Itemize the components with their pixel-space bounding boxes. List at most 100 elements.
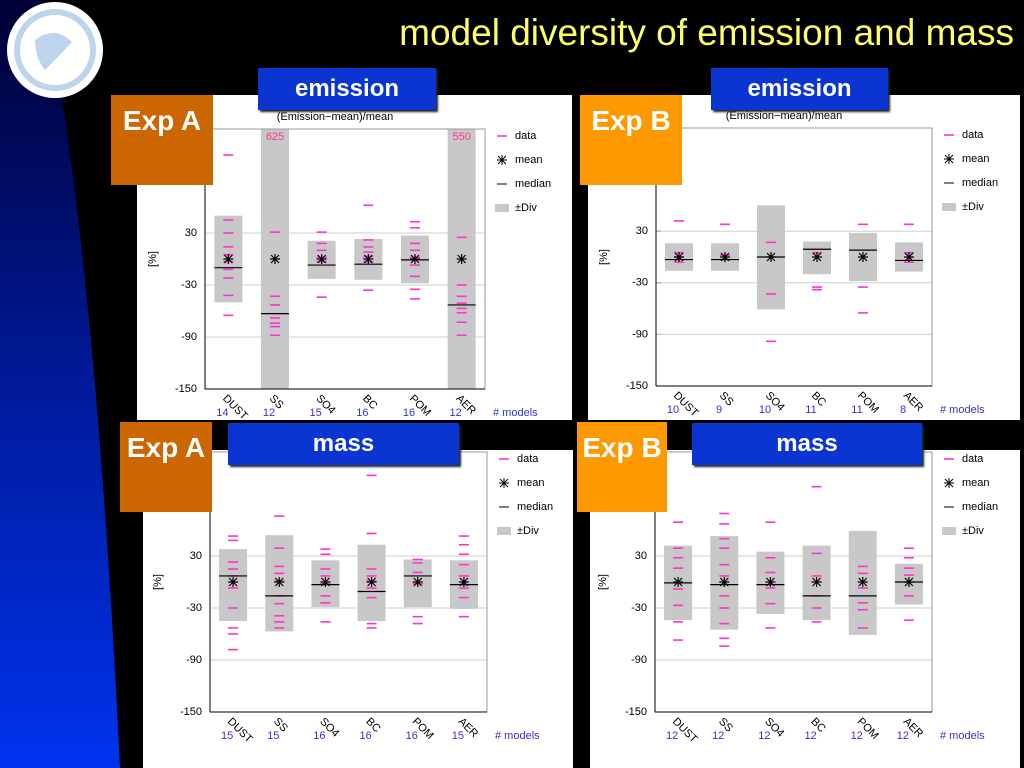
legend-label: data (517, 453, 539, 465)
clipped-value: 625 (266, 131, 284, 143)
legend-label: data (962, 129, 984, 141)
legend-label: ±Div (515, 202, 537, 214)
experiment-label: Exp A (111, 95, 213, 185)
model-count: 14 (216, 407, 228, 419)
y-tick-label: -90 (181, 331, 197, 343)
model-count: 8 (900, 404, 906, 416)
mean-marker (673, 577, 684, 587)
model-count: 12 (666, 730, 678, 742)
model-count: 16 (406, 730, 418, 742)
y-tick-label: -30 (186, 602, 202, 614)
y-tick-label: -150 (626, 380, 648, 392)
mean-marker (223, 254, 234, 264)
models-label: # models (940, 404, 985, 416)
plot (665, 205, 923, 343)
model-count: 11 (805, 404, 816, 416)
mean-marker (274, 577, 285, 587)
legend-swatch (499, 478, 509, 488)
y-axis-label: [%] (152, 574, 164, 590)
legend-swatch (497, 527, 511, 535)
mean-marker (674, 252, 684, 262)
mean-marker (363, 254, 374, 264)
slide-title: model diversity of emission and mass (399, 12, 1014, 53)
legend-swatch (944, 154, 954, 164)
legend-label: median (517, 501, 553, 513)
panel-header: emission (258, 68, 436, 110)
y-tick-label: 30 (190, 550, 202, 562)
mean-marker (456, 254, 467, 264)
legend-label: ±Div (517, 525, 539, 537)
y-tick-label: -30 (632, 277, 648, 289)
mean-marker (857, 577, 868, 587)
charts: (Emission−mean)/mean [%]-150-90-3030DUST1… (147, 110, 998, 746)
mean-marker (812, 252, 822, 262)
y-tick-label: -90 (186, 654, 202, 666)
model-count: 15 (221, 730, 233, 742)
mean-marker (720, 252, 730, 262)
y-tick-label: -90 (632, 328, 648, 340)
chart: (Emission−mean)/mean[%]-150-90-3030DUST1… (598, 110, 998, 420)
model-count: 12 (263, 407, 275, 419)
legend-label: median (515, 178, 551, 190)
legend-label: mean (962, 477, 990, 489)
model-count: 16 (403, 407, 415, 419)
y-tick-label: -150 (175, 383, 197, 395)
logo-mark (35, 32, 72, 70)
model-count: 12 (712, 730, 724, 742)
model-count: 12 (450, 407, 462, 419)
model-count: 11 (851, 404, 862, 416)
model-count: 15 (267, 730, 279, 742)
legend-label: mean (962, 153, 990, 165)
models-label: # models (493, 407, 538, 419)
mean-marker (858, 252, 868, 262)
mean-marker (765, 577, 776, 587)
subtitle: (Emission−mean)/mean (726, 110, 842, 122)
mean-marker (412, 577, 423, 587)
model-count: 16 (359, 730, 371, 742)
panel-header: emission (711, 68, 888, 110)
legend-label: data (962, 453, 984, 465)
y-tick-label: 30 (636, 225, 648, 237)
legend-label: mean (515, 154, 543, 166)
y-axis-label: [%] (598, 249, 610, 265)
models-label: # models (495, 730, 540, 742)
plot (214, 129, 476, 389)
mean-marker (228, 577, 239, 587)
mean-marker (366, 577, 377, 587)
logo-ring (14, 9, 96, 91)
legend-swatch (944, 478, 954, 488)
mean-marker (458, 577, 469, 587)
model-count: 12 (758, 730, 770, 742)
legend-label: median (962, 501, 998, 513)
y-tick-label: 30 (635, 550, 647, 562)
legend-label: ±Div (962, 201, 984, 213)
y-tick-label: -150 (625, 706, 647, 718)
plot (219, 474, 478, 651)
y-axis-label: [%] (147, 251, 159, 267)
experiment-label: Exp B (577, 422, 667, 512)
model-count: 10 (759, 404, 771, 416)
models-label: # models (940, 730, 985, 742)
experiment-label: Exp B (580, 95, 682, 185)
model-count: 15 (452, 730, 464, 742)
model-count: 9 (716, 404, 722, 416)
legend-label: data (515, 130, 537, 142)
mean-marker (903, 577, 914, 587)
clipped-value: 550 (452, 131, 470, 143)
legend-label: ±Div (962, 525, 984, 537)
experiment-label: Exp A (120, 422, 212, 512)
legend-label: median (962, 177, 998, 189)
mean-marker (410, 254, 420, 264)
side-band (0, 0, 120, 768)
mean-marker (719, 577, 730, 587)
legend-swatch (497, 155, 507, 165)
legend-swatch (495, 204, 509, 212)
mean-marker (270, 254, 280, 264)
model-count: 15 (310, 407, 322, 419)
model-count: 12 (897, 730, 909, 742)
mean-marker (811, 577, 822, 587)
